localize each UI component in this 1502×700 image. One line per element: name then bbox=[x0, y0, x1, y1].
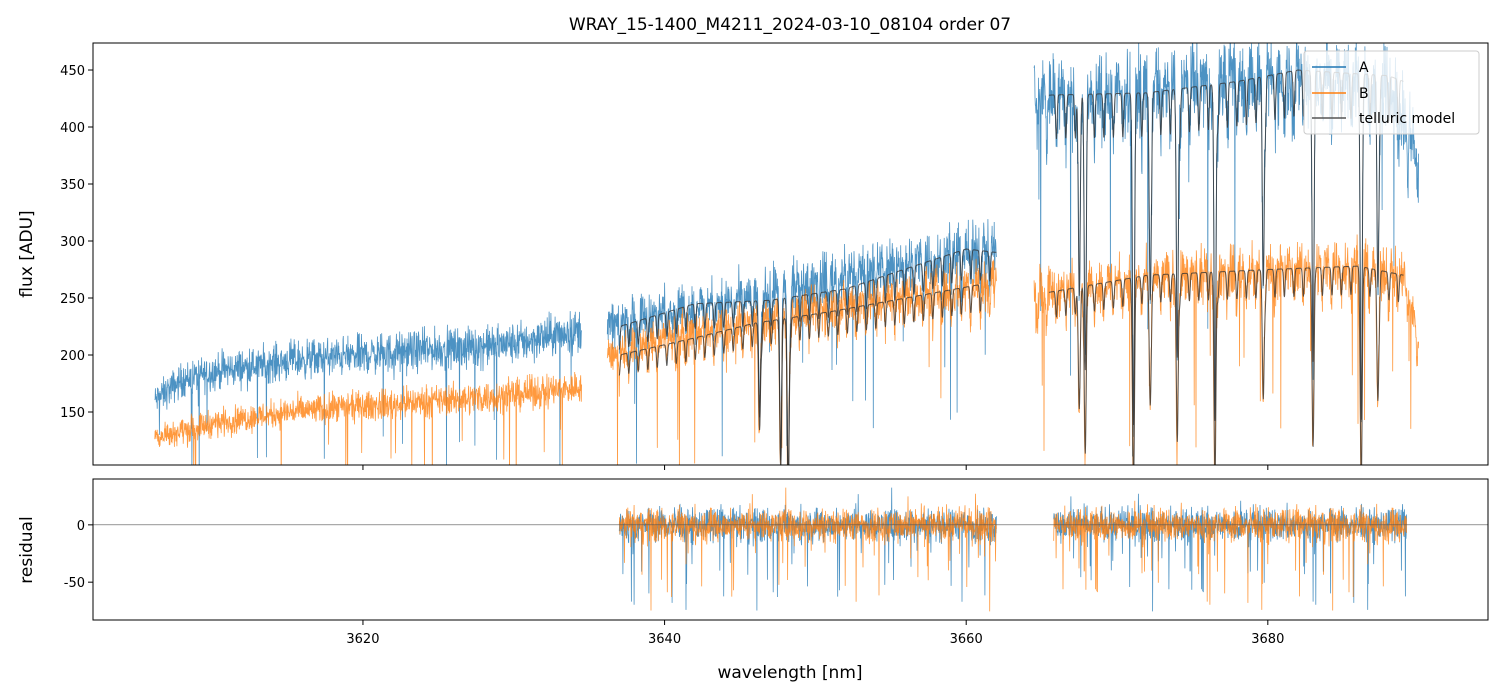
flux-plot-area bbox=[154, 43, 1419, 465]
residual-ytick-label: 0 bbox=[77, 519, 85, 534]
residual-plot-area bbox=[618, 487, 1407, 612]
xtick-label: 3660 bbox=[950, 632, 983, 647]
residual-panel: -50 0 3620 3640 3660 3680 bbox=[64, 478, 1489, 647]
legend: A B telluric model bbox=[1303, 50, 1480, 135]
residual-ytick-label: -50 bbox=[64, 576, 85, 591]
residual-a-segment-0 bbox=[618, 487, 997, 611]
telluric-model-segment-0 bbox=[618, 248, 997, 465]
y-axis-label-residual: residual bbox=[17, 516, 37, 583]
chart-title: WRAY_15-1400_M4211_2024-03-10_08104 orde… bbox=[569, 15, 1011, 35]
legend-label-model: telluric model bbox=[1359, 111, 1455, 127]
xtick-label: 3680 bbox=[1251, 632, 1284, 647]
flux-axes-frame bbox=[92, 42, 1489, 466]
telluric-model-segment-3 bbox=[1048, 265, 1404, 465]
y-axis-label-flux: flux [ADU] bbox=[17, 210, 37, 297]
xtick-label: 3640 bbox=[648, 632, 681, 647]
xtick-label: 3620 bbox=[346, 632, 379, 647]
flux-ytick-label: 250 bbox=[60, 292, 85, 307]
flux-ytick-label: 200 bbox=[60, 349, 85, 364]
telluric-model-segment-2 bbox=[618, 284, 982, 465]
flux-ytick-label: 300 bbox=[60, 235, 85, 250]
flux-ytick-label: 400 bbox=[60, 121, 85, 136]
series-b-segment-1 bbox=[606, 258, 997, 465]
x-axis-label: wavelength [nm] bbox=[717, 663, 862, 683]
flux-panel: 150 200 250 300 350 400 450 bbox=[60, 42, 1489, 470]
flux-ytick-label: 450 bbox=[60, 64, 85, 79]
series-b-segment-2 bbox=[1033, 234, 1419, 465]
flux-ytick-label: 150 bbox=[60, 406, 85, 421]
series-a-segment-0 bbox=[154, 311, 582, 465]
residual-axes-frame bbox=[92, 478, 1489, 621]
legend-label-b: B bbox=[1359, 86, 1369, 102]
series-a-segment-1 bbox=[606, 219, 997, 465]
residual-b-segment-0 bbox=[618, 487, 997, 612]
series-b-segment-0 bbox=[154, 371, 582, 465]
legend-label-a: A bbox=[1359, 60, 1369, 76]
flux-ytick-label: 350 bbox=[60, 178, 85, 193]
